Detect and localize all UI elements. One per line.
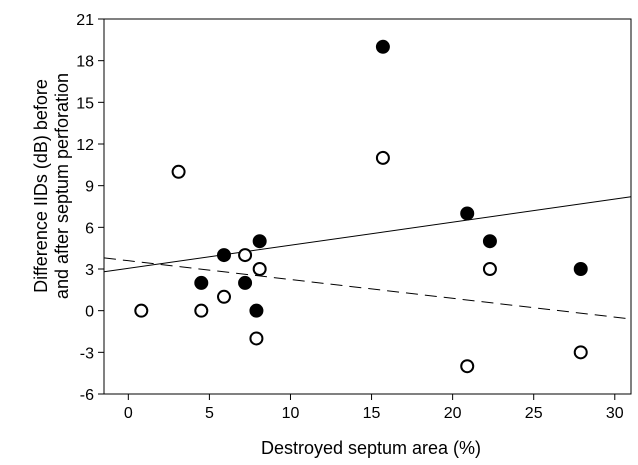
x-tick-label: 10 xyxy=(282,405,300,422)
x-tick-label: 15 xyxy=(363,405,381,422)
y-tick-label: 21 xyxy=(76,12,94,29)
filled-data-point xyxy=(573,262,588,276)
x-tick-label: 20 xyxy=(444,405,462,422)
open-data-point xyxy=(238,248,253,263)
y-tick-label: 0 xyxy=(85,304,94,321)
y-axis-ticks: -6 -3 0 3 6 9 12 15 18 21 xyxy=(76,12,104,404)
x-tick-label: 30 xyxy=(606,405,624,422)
filled-data-point xyxy=(460,206,475,221)
y-tick-label: 6 xyxy=(85,220,94,237)
filled-data-point xyxy=(252,234,267,249)
filled-data-point xyxy=(216,248,231,263)
dashed-fit-line xyxy=(103,257,632,320)
open-data-point xyxy=(194,303,209,318)
open-data-point xyxy=(134,303,149,318)
open-data-point xyxy=(216,289,231,304)
filled-data-point xyxy=(482,234,497,249)
y-axis-title-line2: and after septum perforation xyxy=(52,73,72,299)
plot-area-border xyxy=(103,18,632,395)
y-tick-label: 9 xyxy=(85,179,94,196)
x-axis-ticks: 0 5 10 15 20 25 30 xyxy=(124,394,624,422)
open-data-point xyxy=(460,359,475,374)
x-tick-label: 5 xyxy=(205,405,214,422)
open-data-point xyxy=(252,262,267,276)
open-data-point xyxy=(375,150,390,165)
y-tick-label: 12 xyxy=(76,137,94,154)
plot-frame xyxy=(103,18,632,395)
open-data-point xyxy=(573,345,588,360)
open-data-point xyxy=(171,164,186,179)
filled-data-point xyxy=(194,275,209,290)
y-tick-label: 18 xyxy=(76,54,94,71)
y-tick-label: 15 xyxy=(76,95,94,112)
filled-data-point xyxy=(249,303,264,318)
solid-fit-line xyxy=(103,196,632,273)
x-axis-title: Destroyed septum area (%) xyxy=(261,438,481,458)
data-points xyxy=(134,39,588,374)
regression-lines xyxy=(103,196,632,320)
filled-data-point xyxy=(375,39,390,54)
x-tick-label: 25 xyxy=(525,405,543,422)
y-tick-label: -3 xyxy=(80,345,94,362)
open-data-point xyxy=(482,262,497,276)
y-axis-title-line1: Difference IIDs (dB) before xyxy=(31,79,51,293)
filled-data-point xyxy=(238,275,253,290)
open-data-point xyxy=(249,331,264,346)
x-tick-label: 0 xyxy=(124,405,133,422)
y-tick-label: 3 xyxy=(85,262,94,279)
y-tick-label: -6 xyxy=(80,387,94,404)
